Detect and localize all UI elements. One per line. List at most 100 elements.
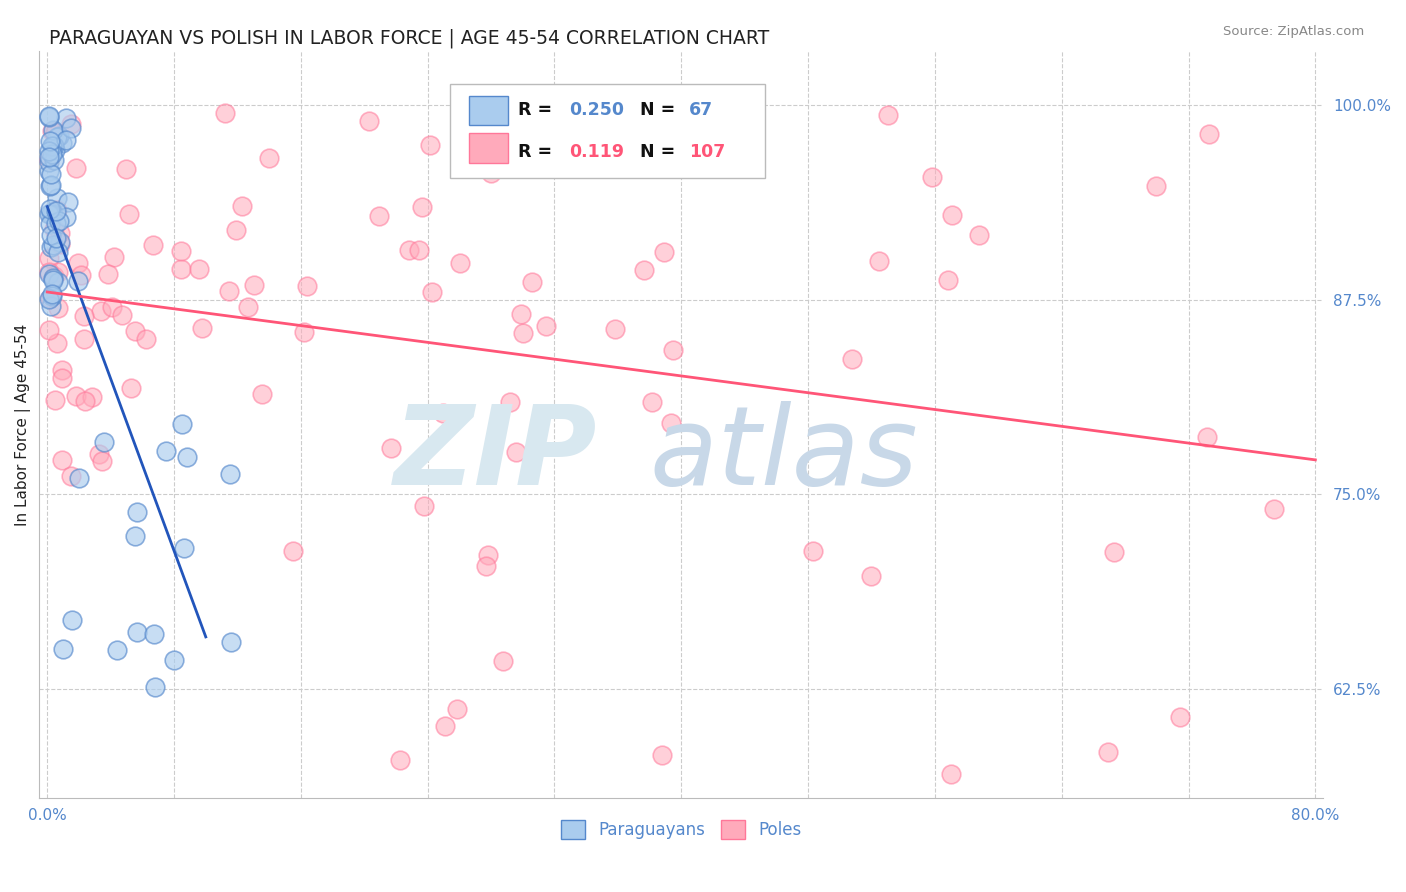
Text: Source: ZipAtlas.com: Source: ZipAtlas.com — [1223, 25, 1364, 38]
Point — [55, 111, 77, 125]
Point — [46, 335, 69, 350]
Point — [413, 500, 436, 514]
Point — [44, 125, 66, 139]
Point — [170, 261, 193, 276]
Point — [75, 393, 97, 408]
Point — [65, 388, 87, 402]
Point — [51, 136, 73, 150]
Point — [80, 390, 103, 404]
Legend: Paraguayans, Poles: Paraguayans, Poles — [554, 814, 808, 846]
Point — [42, 238, 65, 252]
Point — [66, 256, 89, 270]
Point — [214, 106, 236, 120]
Point — [38, 155, 60, 169]
Point — [124, 529, 146, 543]
Point — [60, 613, 83, 627]
Text: PARAGUAYAN VS POLISH IN LABOR FORCE | AGE 45-54 CORRELATION CHART: PARAGUAYAN VS POLISH IN LABOR FORCE | AG… — [49, 29, 769, 48]
Text: R =: R = — [519, 143, 558, 161]
Point — [46, 275, 69, 289]
Point — [41, 178, 63, 192]
Point — [48, 128, 70, 143]
Point — [60, 120, 83, 135]
Point — [42, 222, 65, 236]
Point — [42, 273, 65, 287]
Point — [876, 108, 898, 122]
Point — [44, 392, 66, 407]
Point — [432, 406, 454, 420]
Point — [67, 470, 90, 484]
Point — [46, 301, 69, 316]
Point — [295, 279, 318, 293]
Point — [118, 207, 141, 221]
Point — [38, 202, 60, 217]
Point — [190, 321, 212, 335]
Point — [633, 263, 655, 277]
Point — [921, 170, 943, 185]
Point — [1144, 178, 1167, 193]
Point — [42, 138, 65, 153]
Point — [173, 541, 195, 555]
Point — [419, 138, 441, 153]
Point — [46, 244, 69, 259]
Point — [48, 214, 70, 228]
Point — [41, 139, 63, 153]
Point — [41, 289, 63, 303]
Point — [41, 139, 63, 153]
Point — [38, 291, 60, 305]
Point — [1102, 545, 1125, 559]
Point — [51, 371, 73, 385]
Text: 0.250: 0.250 — [569, 102, 624, 120]
Point — [512, 326, 534, 340]
Point — [218, 467, 240, 481]
Point — [45, 202, 67, 217]
Point — [120, 381, 142, 395]
Point — [859, 569, 882, 583]
Point — [941, 208, 963, 222]
Point — [225, 223, 247, 237]
Point — [39, 179, 62, 194]
Point — [38, 293, 60, 307]
Text: atlas: atlas — [650, 401, 918, 508]
Point — [477, 548, 499, 562]
Point — [41, 146, 63, 161]
Point — [420, 285, 443, 300]
Point — [38, 134, 60, 148]
Point — [433, 719, 456, 733]
Point — [38, 153, 60, 168]
Point — [39, 228, 62, 243]
Point — [51, 363, 73, 377]
Point — [105, 642, 128, 657]
Point — [49, 227, 72, 241]
Point — [243, 277, 266, 292]
Point — [73, 309, 96, 323]
Point — [408, 243, 430, 257]
Point — [652, 245, 675, 260]
Point — [115, 161, 138, 176]
Point — [176, 450, 198, 464]
Point — [59, 117, 82, 131]
Point — [967, 228, 990, 243]
Point — [936, 273, 959, 287]
Point — [39, 207, 62, 221]
Point — [38, 207, 60, 221]
Point — [187, 262, 209, 277]
Point — [640, 394, 662, 409]
Point — [488, 99, 510, 113]
Point — [45, 204, 67, 219]
Point — [58, 194, 80, 209]
Point — [143, 681, 166, 695]
Point — [357, 114, 380, 128]
Point — [39, 167, 62, 181]
Point — [124, 325, 146, 339]
FancyBboxPatch shape — [450, 85, 765, 178]
Text: N =: N = — [640, 143, 682, 161]
Point — [38, 267, 60, 281]
Point — [143, 627, 166, 641]
Point — [41, 286, 63, 301]
Point — [87, 447, 110, 461]
Point — [42, 207, 65, 221]
Point — [55, 133, 77, 147]
Point — [46, 265, 69, 279]
FancyBboxPatch shape — [470, 95, 508, 126]
Point — [499, 395, 522, 409]
